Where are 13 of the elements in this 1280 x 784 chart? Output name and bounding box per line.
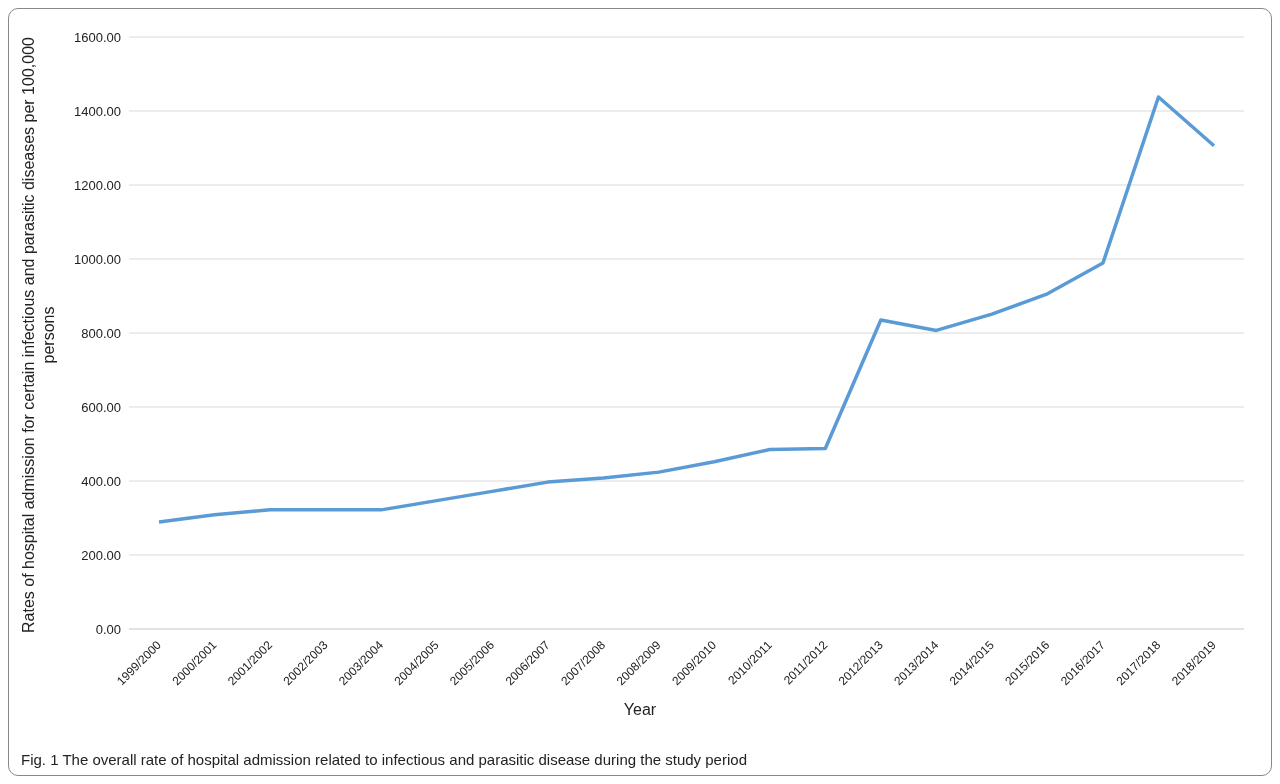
y-tick-label: 1400.00 [74,103,121,119]
caption: Fig. 1 The overall rate of hospital admission related to infectious and parasitic disease during the study period [21,751,747,768]
line-series [157,95,1216,524]
y-axis-title: Rates of hospital admission for certain infectious and parasitic diseases per 100,000 persons [19,36,58,635]
y-tick-label: 800.00 [81,325,121,341]
y-tick-label: 0.00 [95,621,121,637]
y-tick-label: 600.00 [81,399,121,415]
y-tick-label: 1000.00 [74,251,121,267]
y-tick-label: 1200.00 [74,177,121,193]
y-tick-label: 1600.00 [74,29,121,45]
y-tick-label: 200.00 [81,547,121,563]
x-axis-title: Year [622,701,658,719]
y-tick-label: 400.00 [81,473,121,489]
